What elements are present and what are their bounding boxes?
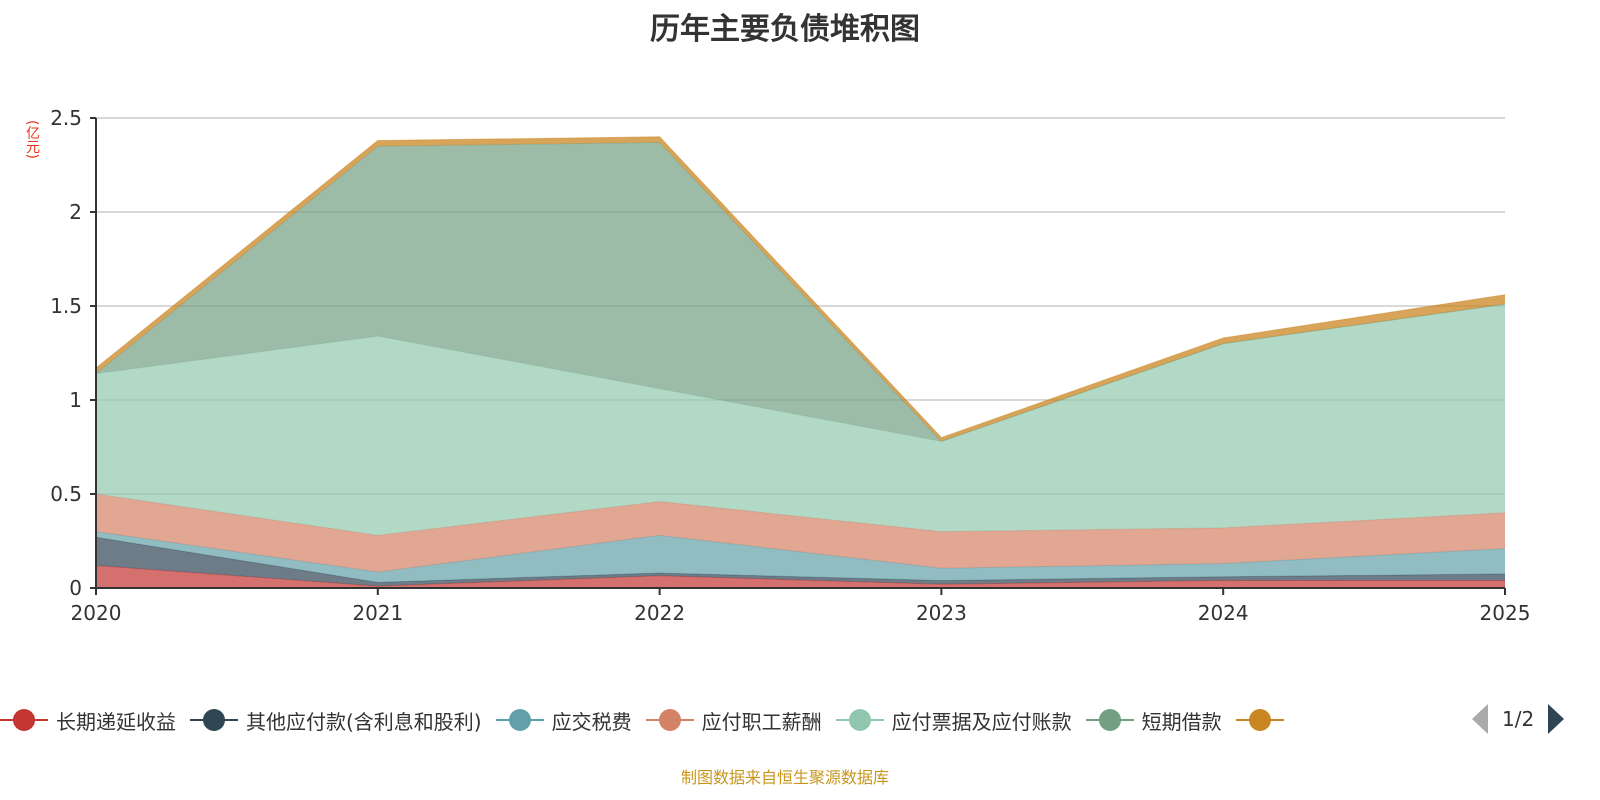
legend-label: 应付职工薪酬 — [701, 709, 822, 734]
legend-pager: 1/2 — [1472, 704, 1565, 734]
series-line-3 — [95, 493, 1506, 536]
x-tick-label: 2021 — [352, 601, 403, 625]
y-tick-label: 1.5 — [50, 294, 82, 318]
legend-item[interactable]: 其他应付款(含利息和股利) — [190, 706, 482, 735]
stacked-area-chart: 0 0.5 1 1.5 2 2.5 2020 2021 2022 2023 2024 2025 — [50, 106, 1531, 625]
area-series-3 — [96, 494, 1505, 573]
legend-marker-icon — [645, 708, 694, 732]
legend-item[interactable]: 短期借款 — [1085, 706, 1222, 735]
legend-label: 应交税费 — [551, 709, 632, 734]
y-tick-label: 1 — [69, 388, 82, 412]
area-series-2 — [96, 531, 1505, 583]
area-series-6 — [96, 136, 1505, 442]
legend-marker-icon — [190, 708, 238, 732]
legend-label: 短期借款 — [1141, 709, 1222, 734]
legend-next-page-icon[interactable] — [1548, 704, 1565, 734]
y-tick-label: 2 — [69, 200, 82, 224]
legend-marker-icon — [0, 708, 48, 732]
legend-marker-icon — [1085, 708, 1134, 732]
legend-marker-icon — [1235, 708, 1284, 732]
data-source-note: 制图数据来自恒生聚源数据库 — [680, 768, 889, 787]
legend-label: 应付票据及应付账款 — [891, 709, 1072, 734]
series-line-6 — [95, 136, 1506, 439]
legend-item[interactable]: 长期递延收益 — [0, 706, 176, 735]
legend-page-indicator: 1/2 — [1502, 707, 1535, 731]
area-series-4 — [96, 304, 1505, 536]
y-tick-label: 0 — [69, 576, 82, 600]
legend-marker-icon — [495, 708, 544, 732]
x-tick-label: 2023 — [916, 601, 967, 625]
legend-item[interactable]: 应交税费 — [495, 706, 632, 735]
y-axis-unit-label: (亿元) — [24, 120, 40, 159]
legend-label: 其他应付款(含利息和股利) — [246, 709, 482, 734]
legend-item[interactable] — [1235, 708, 1292, 732]
legend-item[interactable]: 应付票据及应付账款 — [835, 706, 1072, 735]
x-tick-label: 2024 — [1198, 601, 1249, 625]
area-series-0 — [96, 565, 1505, 588]
y-tick-label: 0.5 — [50, 482, 82, 506]
legend-prev-page-icon[interactable] — [1472, 704, 1488, 734]
legend-item[interactable]: 应付职工薪酬 — [645, 706, 822, 735]
legend: 长期递延收益 其他应付款(含利息和股利) 应交税费 应付职工薪酬 应付票据及应付账款 短期… — [0, 702, 1306, 738]
legend-label: 长期递延收益 — [56, 709, 176, 734]
chart-title: 历年主要负债堆积图 — [650, 12, 920, 47]
x-tick-label: 2025 — [1480, 601, 1531, 625]
legend-marker-icon — [835, 708, 884, 732]
x-tick-label: 2022 — [634, 601, 685, 625]
y-tick-label: 2.5 — [50, 106, 82, 130]
x-tick-label: 2020 — [71, 601, 122, 625]
